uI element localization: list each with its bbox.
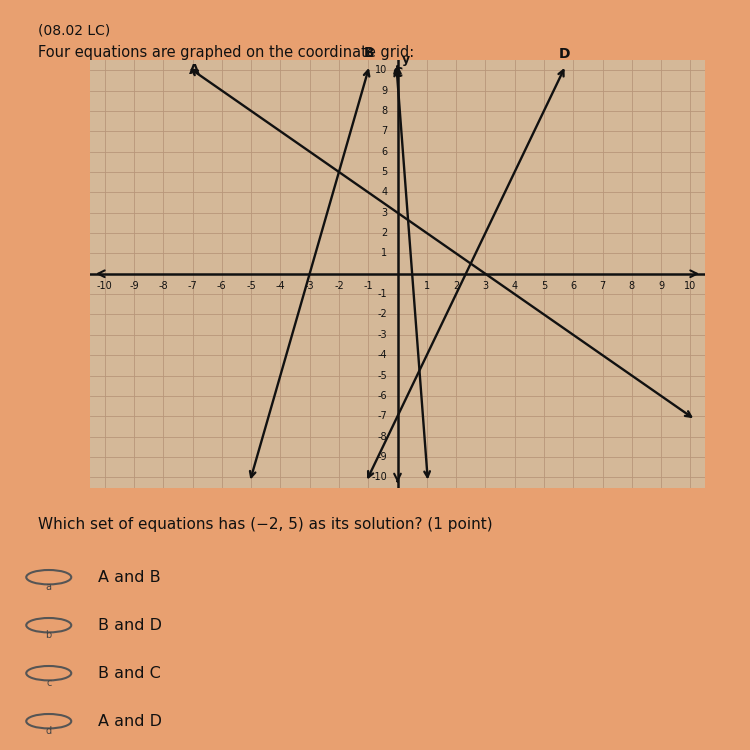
Text: -1: -1 (364, 281, 373, 291)
Text: 2: 2 (453, 281, 459, 291)
Text: B and D: B and D (98, 618, 161, 633)
Text: -8: -8 (158, 281, 168, 291)
Text: 4: 4 (381, 188, 387, 197)
Text: A and B: A and B (98, 570, 160, 585)
Text: -6: -6 (377, 391, 387, 401)
Text: -10: -10 (371, 472, 387, 482)
Text: 10: 10 (684, 281, 697, 291)
Text: -1: -1 (377, 289, 387, 299)
Text: -8: -8 (377, 431, 387, 442)
Text: -10: -10 (97, 281, 112, 291)
Text: 8: 8 (628, 281, 634, 291)
Text: 1: 1 (424, 281, 430, 291)
Text: 9: 9 (658, 281, 664, 291)
Text: 10: 10 (375, 65, 387, 75)
Text: C: C (392, 66, 402, 80)
Text: 6: 6 (570, 281, 576, 291)
Text: 3: 3 (482, 281, 488, 291)
Text: 5: 5 (541, 281, 547, 291)
Text: Which set of equations has (−2, 5) as its solution? (1 point): Which set of equations has (−2, 5) as it… (38, 518, 492, 532)
Text: b: b (46, 630, 52, 640)
Text: -5: -5 (246, 281, 256, 291)
Text: A and D: A and D (98, 714, 161, 729)
Text: (08.02 LC): (08.02 LC) (38, 24, 109, 38)
Text: A: A (189, 64, 200, 77)
Text: -9: -9 (129, 281, 139, 291)
Text: 4: 4 (512, 281, 518, 291)
Text: -2: -2 (377, 310, 387, 320)
Text: c: c (46, 678, 52, 688)
Text: 1: 1 (381, 248, 387, 259)
Text: B and C: B and C (98, 666, 160, 681)
Text: -2: -2 (334, 281, 344, 291)
Text: -5: -5 (377, 370, 387, 380)
Text: Four equations are graphed on the coordinate grid:: Four equations are graphed on the coordi… (38, 45, 414, 60)
Text: -4: -4 (275, 281, 285, 291)
Text: -7: -7 (188, 281, 197, 291)
Text: B: B (364, 46, 374, 60)
Text: -4: -4 (377, 350, 387, 360)
Text: -7: -7 (377, 411, 387, 422)
Text: d: d (46, 726, 52, 736)
Text: 9: 9 (381, 86, 387, 95)
Text: 8: 8 (381, 106, 387, 116)
Text: -3: -3 (377, 330, 387, 340)
Text: 7: 7 (381, 126, 387, 136)
Text: 3: 3 (381, 208, 387, 218)
Text: 7: 7 (599, 281, 606, 291)
Text: -3: -3 (304, 281, 314, 291)
Text: D: D (559, 46, 570, 61)
Text: -6: -6 (217, 281, 226, 291)
Text: 6: 6 (381, 146, 387, 157)
Text: 5: 5 (381, 167, 387, 177)
Text: 2: 2 (381, 228, 387, 238)
Text: y: y (402, 53, 410, 66)
Text: a: a (46, 582, 52, 592)
Text: -9: -9 (377, 452, 387, 462)
